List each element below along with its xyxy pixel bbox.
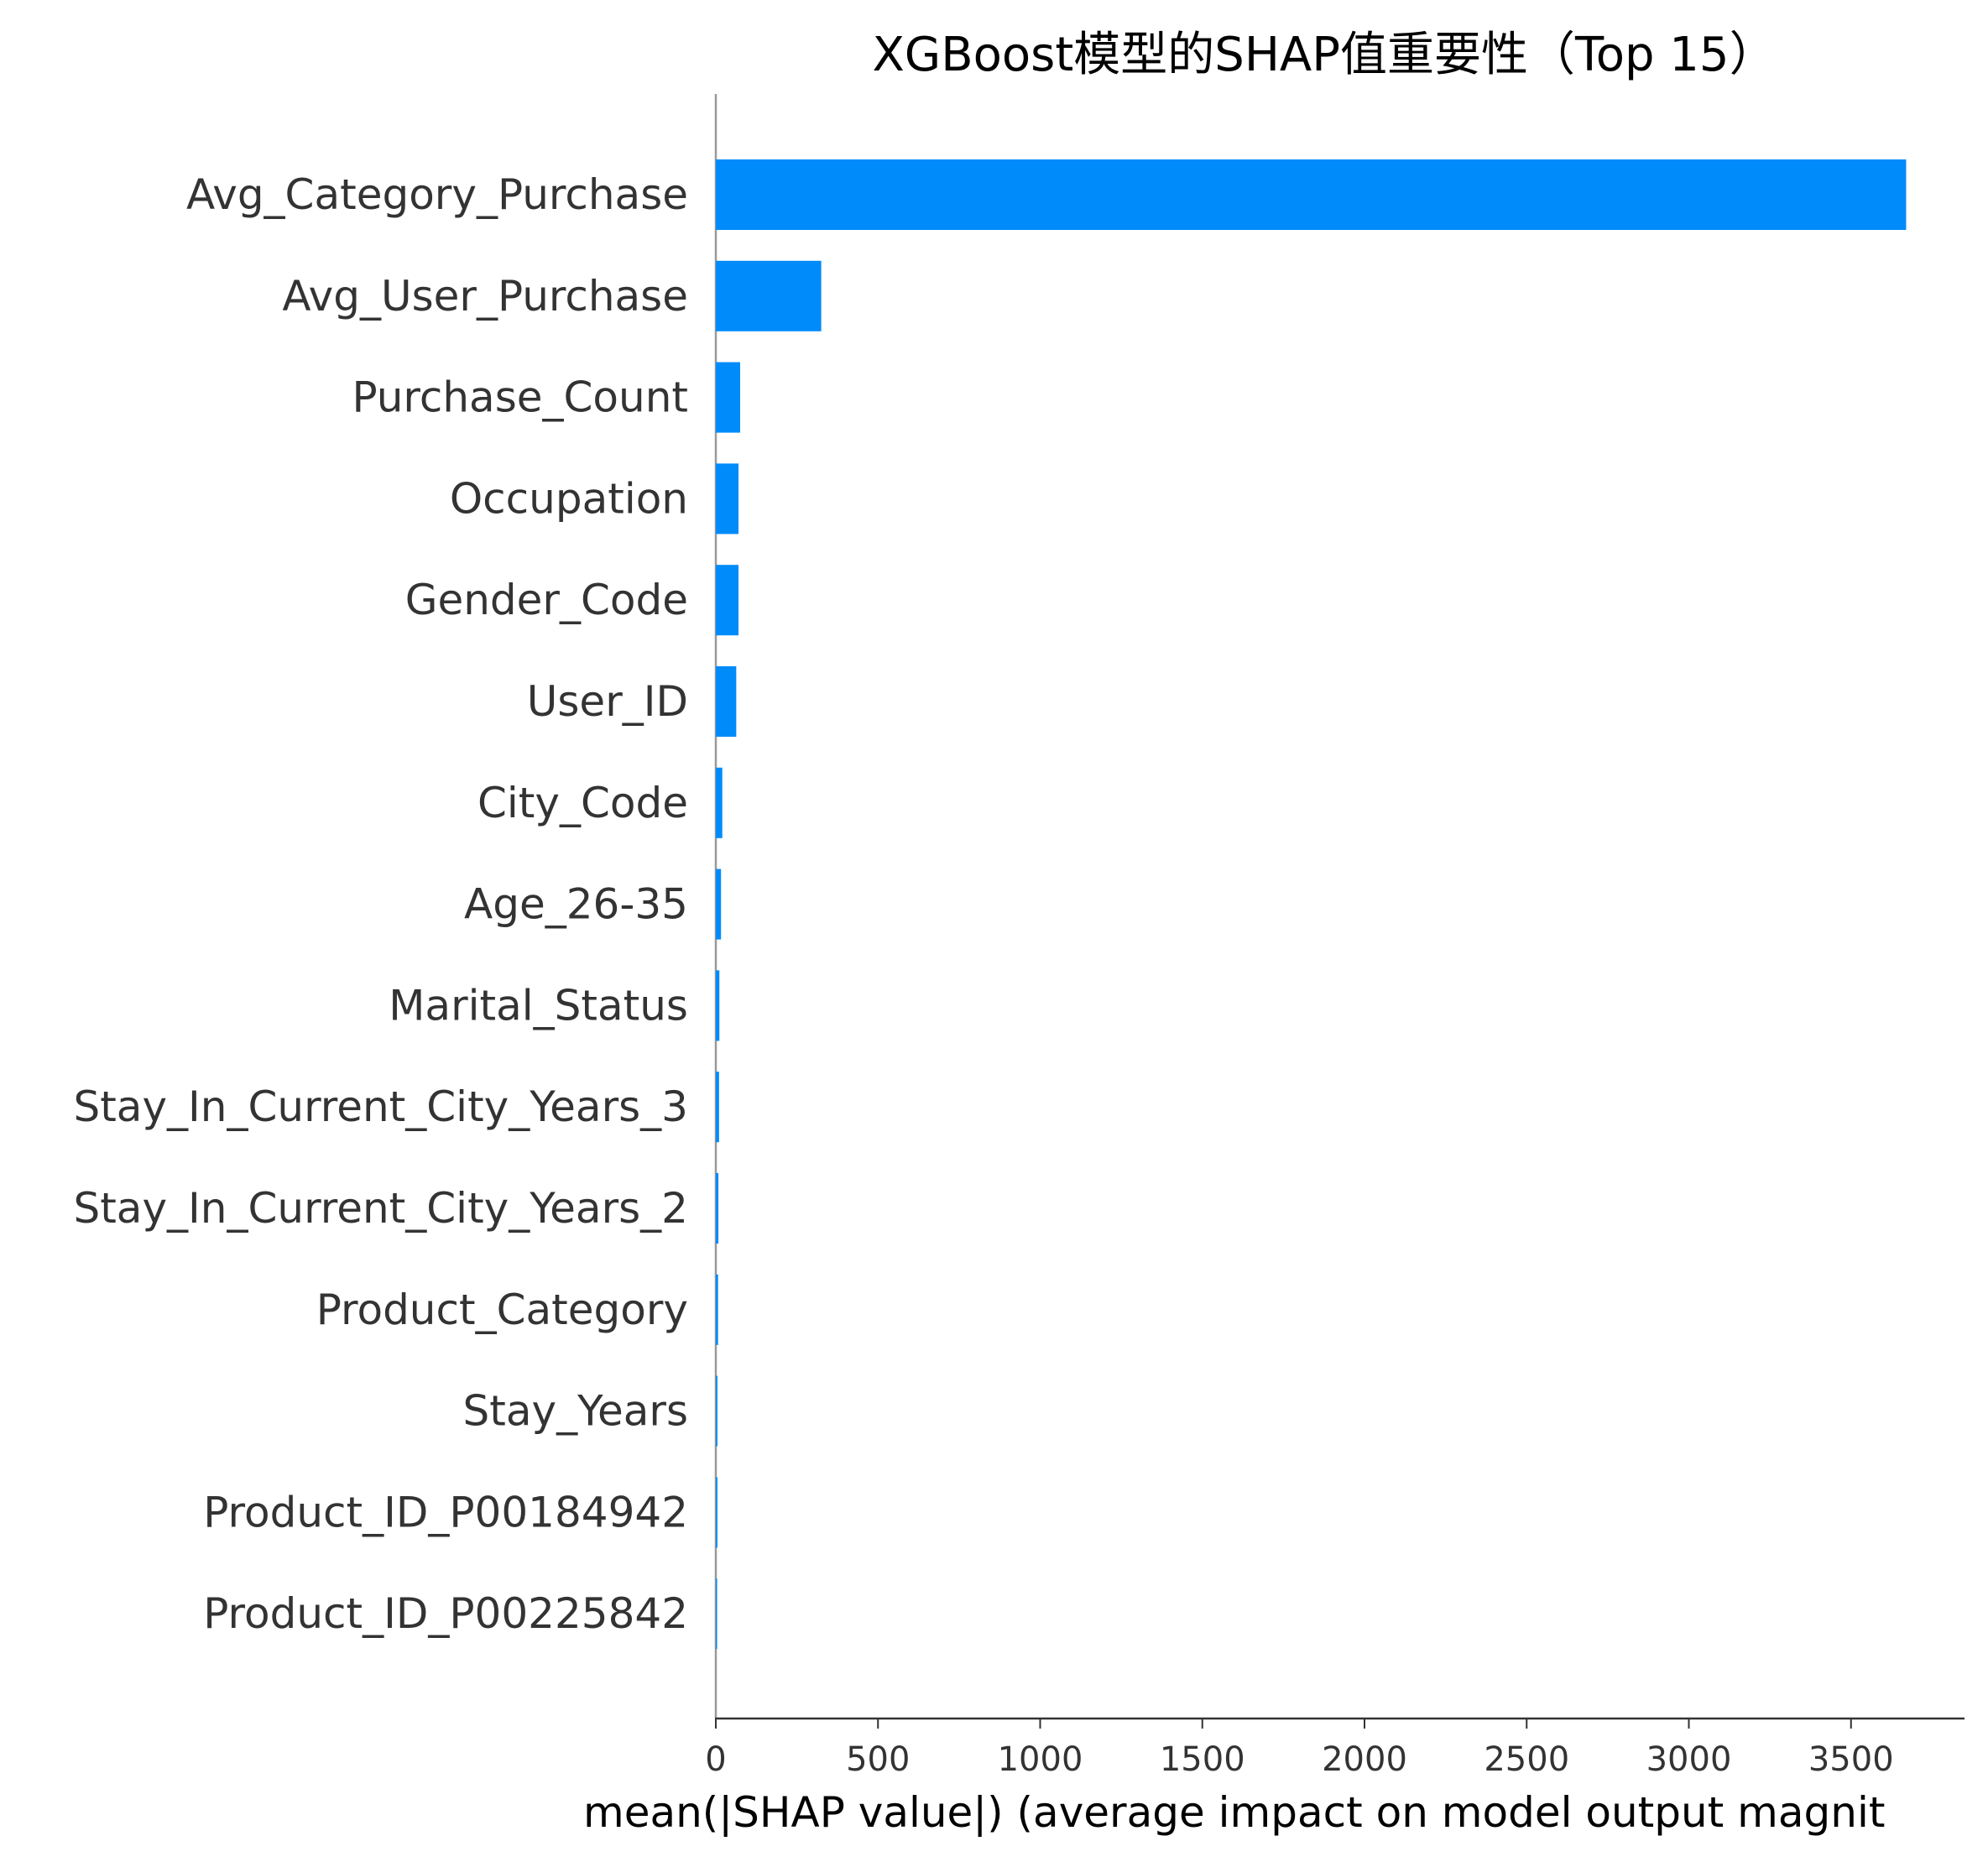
bar-avg-category-purchase: [716, 159, 1907, 230]
bar-stay-years: [716, 1375, 717, 1447]
y-tick-label: Purchase_Count: [352, 373, 688, 422]
x-tick-label: 2500: [1484, 1740, 1569, 1779]
y-tick-label: User_ID: [527, 677, 688, 726]
x-tick-label: 1500: [1160, 1740, 1245, 1779]
y-tick-label: Marital_Status: [389, 981, 688, 1030]
bar-marital-status: [716, 970, 720, 1041]
y-tick-label: Product_Category: [316, 1286, 688, 1334]
x-tick-label: 3500: [1808, 1740, 1894, 1779]
bar-city-code: [716, 767, 723, 838]
y-tick-label: City_Code: [477, 779, 688, 827]
y-tick-label: Avg_Category_Purchase: [186, 170, 688, 219]
bar-product-category: [716, 1274, 718, 1345]
x-tick-label: 500: [846, 1740, 910, 1779]
bar-avg-user-purchase: [716, 260, 822, 331]
x-tick-label: 3000: [1646, 1740, 1732, 1779]
bar-product-id-p00184942: [716, 1477, 717, 1548]
x-axis-label: mean(|SHAP value|) (average impact on mo…: [583, 1788, 1885, 1837]
bar-age-26-35: [716, 868, 722, 940]
y-tick-label: Age_26-35: [464, 880, 688, 929]
bar-stay-in-current-city-years-3: [716, 1072, 719, 1143]
x-tick-label: 2000: [1322, 1740, 1407, 1779]
bar-product-id-p00225842: [716, 1578, 717, 1650]
chart-title: XGBoost模型的SHAP值重要性（Top 15）: [872, 28, 1776, 82]
y-tick-label: Product_ID_P00184942: [203, 1488, 688, 1536]
bar-occupation: [716, 463, 739, 535]
y-tick-label: Occupation: [450, 474, 688, 523]
x-ticks: 0 500 1000 1500 2000 2500 3000 3500: [705, 1719, 1894, 1779]
y-tick-label: Stay_In_Current_City_Years_2: [73, 1184, 688, 1233]
bar-stay-in-current-city-years-2: [716, 1173, 719, 1244]
bar-purchase-count: [716, 362, 740, 433]
y-tick-label: Gender_Code: [405, 576, 688, 624]
y-tick-label: Stay_In_Current_City_Years_3: [73, 1082, 688, 1131]
x-tick-label: 0: [705, 1740, 726, 1779]
bar-gender-code: [716, 565, 739, 636]
bars-group: [716, 159, 1907, 1650]
y-tick-labels: Avg_Category_Purchase Avg_User_Purchase Pu…: [73, 170, 688, 1638]
x-tick-label: 1000: [998, 1740, 1083, 1779]
y-tick-label: Avg_User_Purchase: [282, 272, 688, 321]
bar-user-id: [716, 666, 737, 737]
y-tick-label: Stay_Years: [463, 1387, 688, 1436]
y-tick-label: Product_ID_P00225842: [203, 1589, 688, 1638]
